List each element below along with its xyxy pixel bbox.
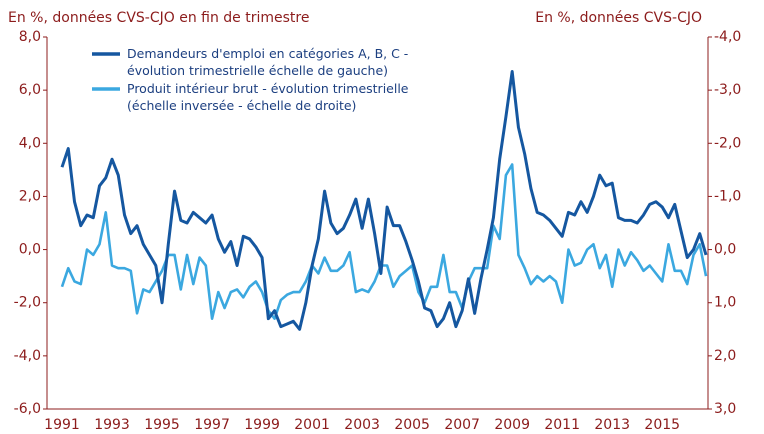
legend-label: Demandeurs d'emploi en catégories A, B, … (127, 46, 409, 78)
x-tick-label: 2009 (494, 417, 530, 433)
y-tick-label: 4,0 (19, 135, 41, 151)
x-tick-label: 1995 (144, 417, 180, 433)
y-tick-label: -4,0 (14, 348, 41, 364)
x-tick-label: 2003 (344, 417, 380, 433)
x-tick-label: 2015 (644, 417, 680, 433)
series-line (60, 70, 708, 331)
y2-tick-label: 2,0 (714, 348, 736, 364)
y-tick-label: 8,0 (19, 29, 41, 45)
y2-tick-label: -1,0 (714, 188, 741, 204)
x-tick-label: 2013 (594, 417, 630, 433)
x-tick-label: 2001 (294, 417, 330, 433)
y-tick-label: 2,0 (19, 188, 41, 204)
y2-tick-label: 1,0 (714, 295, 736, 311)
x-tick-label: 2005 (394, 417, 430, 433)
x-tick-label: 1999 (244, 417, 280, 433)
y2-tick-label: 0,0 (714, 242, 736, 258)
y-tick-label: 0,0 (19, 242, 41, 258)
right-axis-title: En %, données CVS-CJO (535, 10, 702, 26)
series-line (60, 163, 708, 320)
x-tick-label: 1991 (44, 417, 80, 433)
y2-tick-label: -2,0 (714, 135, 741, 151)
x-tick-label: 1993 (94, 417, 130, 433)
y2-tick-label: 3,0 (714, 401, 736, 417)
y-tick-label: -6,0 (14, 401, 41, 417)
x-tick-label: 2011 (544, 417, 580, 433)
y2-tick-label: -4,0 (714, 29, 741, 45)
y-tick-label: 6,0 (19, 82, 41, 98)
x-tick-label: 1997 (194, 417, 230, 433)
left-axis-title: En %, données CVS-CJO en fin de trimestr… (8, 10, 309, 26)
legend-label: Produit intérieur brut - évolution trime… (127, 81, 409, 113)
x-tick-label: 2007 (444, 417, 480, 433)
y-tick-label: -2,0 (14, 295, 41, 311)
y2-tick-label: -3,0 (714, 82, 741, 98)
